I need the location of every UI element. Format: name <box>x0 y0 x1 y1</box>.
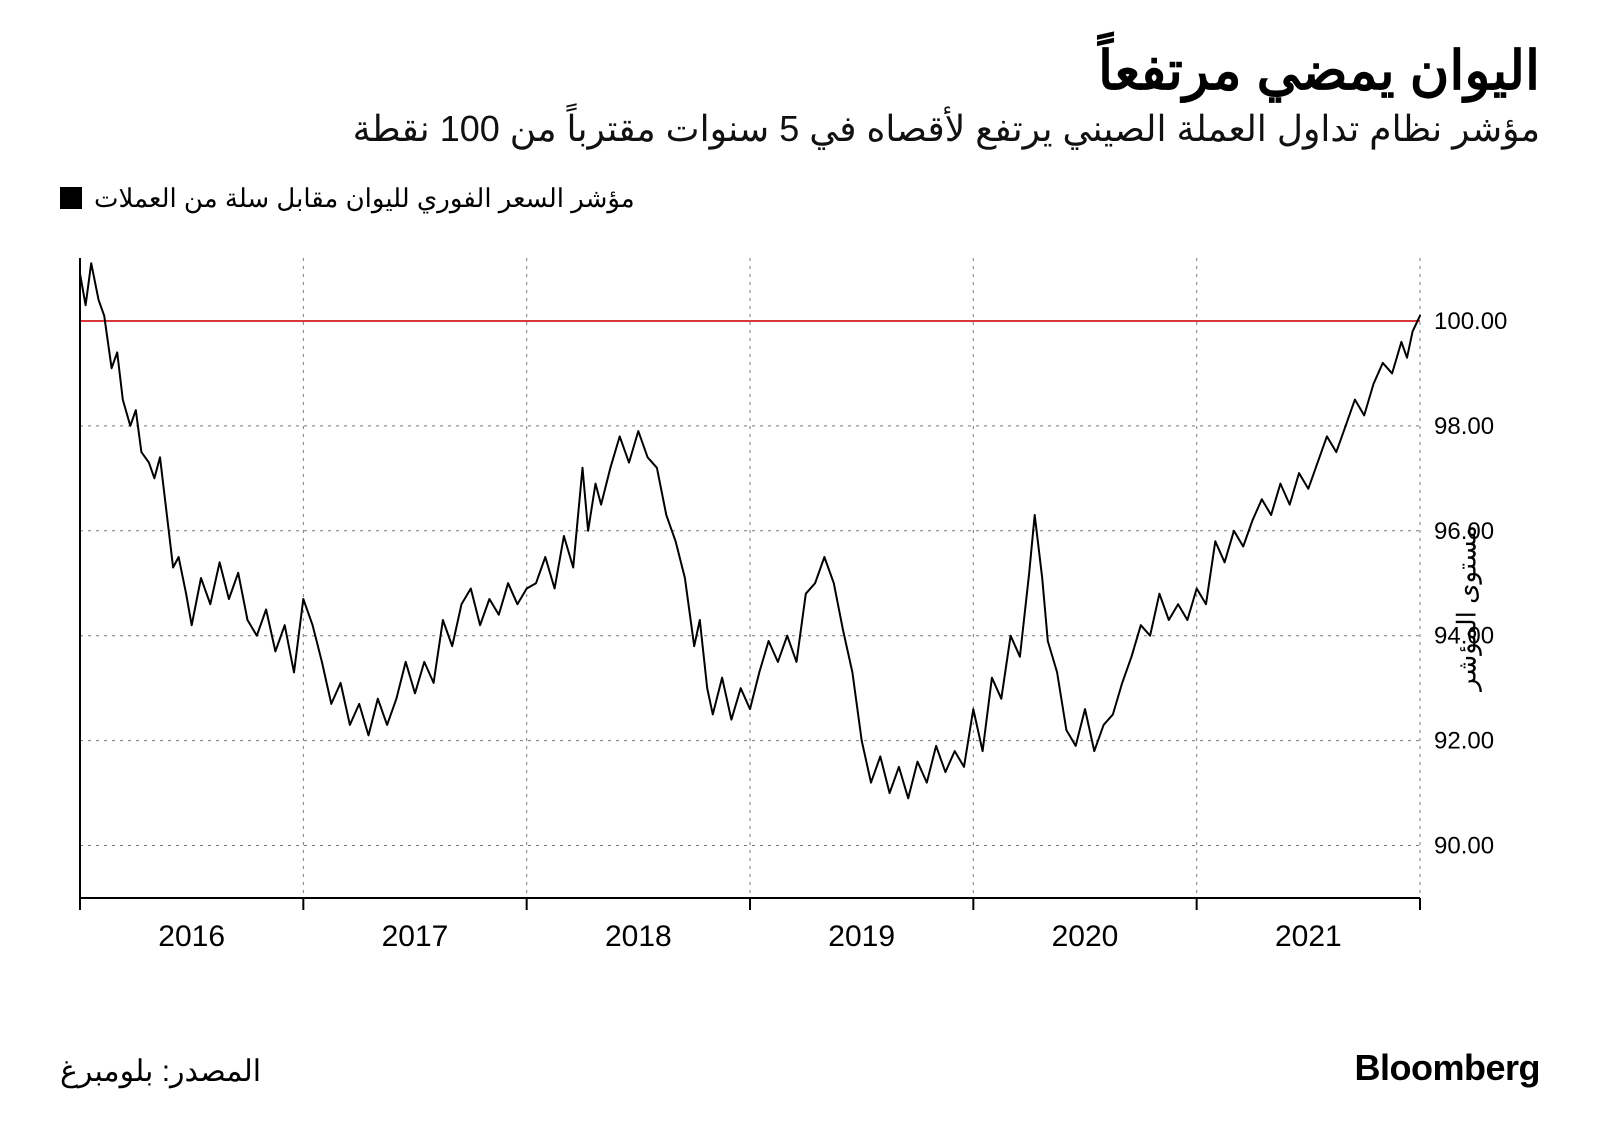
page-root: اليوان يمضي مرتفعاً مؤشر نظام تداول العم… <box>0 0 1600 1133</box>
svg-text:100.00: 100.00 <box>1434 308 1507 335</box>
svg-text:2019: 2019 <box>828 920 895 953</box>
svg-text:90.00: 90.00 <box>1434 832 1494 859</box>
legend-label: مؤشر السعر الفوري لليوان مقابل سلة من ال… <box>94 183 635 214</box>
svg-text:2017: 2017 <box>382 920 449 953</box>
chart-subtitle: مؤشر نظام تداول العملة الصيني يرتفع لأقص… <box>60 106 1540 153</box>
line-chart: 90.0092.0094.0096.0098.00100.00201620172… <box>60 248 1540 968</box>
svg-text:98.00: 98.00 <box>1434 413 1494 440</box>
chart-container: 90.0092.0094.0096.0098.00100.00201620172… <box>60 248 1540 968</box>
y-axis-title: مستوى المؤشر <box>1452 525 1483 691</box>
legend-swatch <box>60 187 82 209</box>
svg-text:2018: 2018 <box>605 920 672 953</box>
legend: مؤشر السعر الفوري لليوان مقابل سلة من ال… <box>60 183 1540 214</box>
chart-title: اليوان يمضي مرتفعاً <box>60 40 1540 102</box>
footer: Bloomberg المصدر: بلومبرغ <box>60 1047 1540 1089</box>
svg-text:2016: 2016 <box>158 920 225 953</box>
source-text: المصدر: بلومبرغ <box>60 1054 261 1089</box>
svg-text:92.00: 92.00 <box>1434 728 1494 755</box>
brand-logo: Bloomberg <box>1354 1047 1540 1089</box>
svg-text:2021: 2021 <box>1275 920 1342 953</box>
svg-text:2020: 2020 <box>1052 920 1119 953</box>
